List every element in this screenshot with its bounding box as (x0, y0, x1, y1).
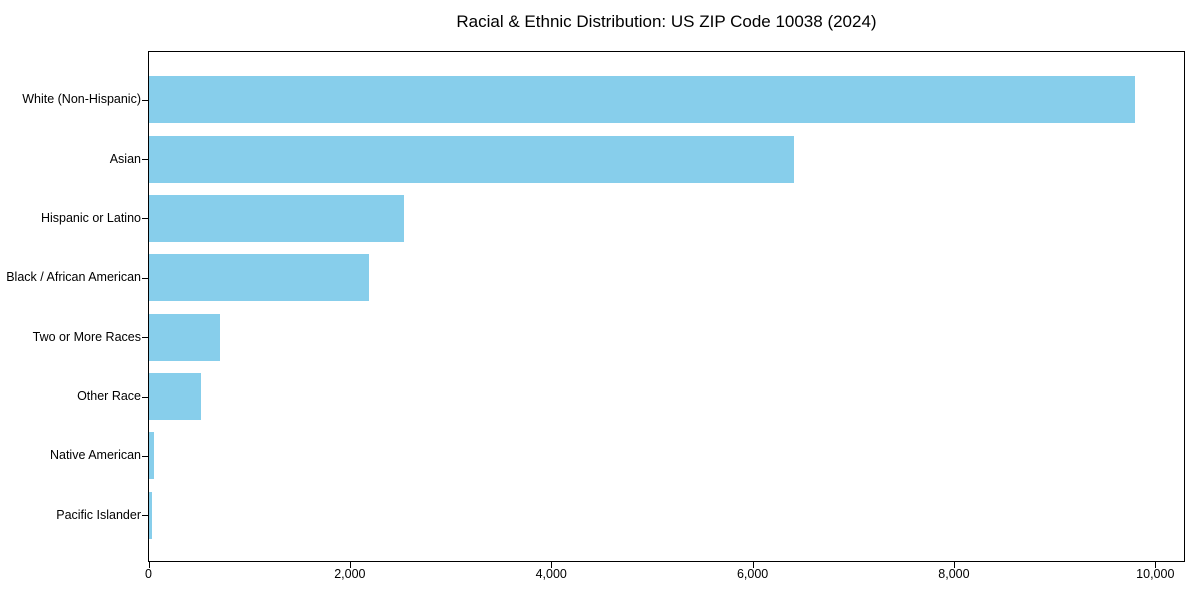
x-axis-tick-label-3: 6,000 (736, 567, 769, 581)
y-axis-tick-4 (142, 337, 148, 339)
x-axis-tick-label-1: 2,000 (334, 567, 366, 581)
bar-7 (149, 491, 153, 539)
x-axis-tick-1 (349, 562, 351, 568)
y-axis-tick-6 (142, 455, 148, 457)
y-axis-tick-0 (142, 99, 148, 101)
y-axis-label-5: Other Race (77, 389, 141, 404)
y-axis-tick-7 (142, 515, 148, 517)
chart-title: Racial & Ethnic Distribution: US ZIP Cod… (456, 12, 877, 31)
x-axis-tick-5 (1155, 562, 1157, 568)
y-axis-label-0: White (Non-Hispanic) (22, 92, 141, 107)
x-axis-tick-label-2: 4,000 (535, 567, 567, 581)
plot-area (148, 51, 1185, 562)
y-axis-label-4: Two or More Races (32, 329, 141, 344)
y-axis-tick-5 (142, 396, 148, 398)
x-axis-tick-3 (752, 562, 754, 568)
y-axis-label-7: Pacific Islander (56, 507, 141, 522)
y-axis-tick-1 (142, 159, 148, 161)
bar-6 (149, 432, 155, 480)
x-axis-tick-0 (148, 562, 150, 568)
x-axis-tick-4 (953, 562, 955, 568)
x-axis-tick-label-5: 10,000 (1136, 567, 1175, 581)
x-axis-tick-label-0: 0 (145, 567, 152, 581)
y-axis-tick-3 (142, 277, 148, 279)
y-axis-label-6: Native American (49, 448, 141, 463)
y-axis-tick-2 (142, 218, 148, 220)
bar-0 (149, 76, 1135, 124)
x-axis-tick-label-4: 8,000 (938, 567, 970, 581)
bar-5 (149, 373, 202, 421)
bar-2 (149, 194, 405, 242)
y-axis-label-1: Asian (109, 151, 141, 166)
x-axis-tick-2 (551, 562, 553, 568)
bar-3 (149, 254, 370, 302)
bar-4 (149, 313, 221, 361)
y-axis-label-2: Hispanic or Latino (40, 210, 141, 225)
y-axis-label-3: Black / African American (6, 270, 141, 285)
bar-1 (149, 135, 794, 183)
